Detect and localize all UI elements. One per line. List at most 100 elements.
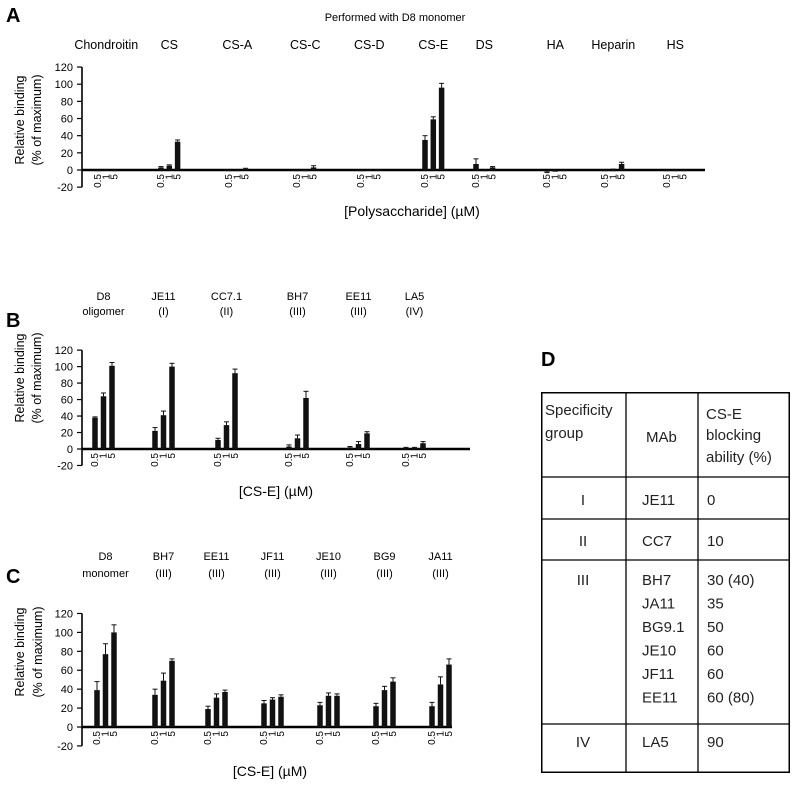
group-label: HA (547, 38, 565, 52)
x-tick-label: 1 (670, 174, 681, 180)
bar (100, 396, 107, 449)
group-sublabel: (III) (350, 306, 367, 318)
group-label: Chondroitin (74, 38, 138, 52)
y-tick-label: 120 (55, 62, 73, 74)
group-label: LA5 (405, 291, 425, 303)
group-label: JF11 (261, 551, 285, 563)
bar (680, 170, 687, 172)
y-tick-label: 20 (61, 148, 73, 160)
group-label: CS-E (418, 38, 448, 52)
x-tick-label: 0.5 (345, 453, 356, 467)
x-tick-label: 1 (159, 453, 170, 459)
x-tick-label: 1 (99, 453, 110, 459)
y-axis-label-line1: Relative binding (13, 333, 27, 422)
x-tick-label: 5 (309, 174, 320, 180)
x-tick-label: 5 (617, 174, 628, 180)
x-tick-label: 1 (232, 174, 243, 180)
y-tick-label: 80 (61, 96, 73, 108)
group-sublabel: (III) (208, 568, 225, 580)
bar (269, 699, 276, 727)
bar (294, 438, 301, 449)
y-tick-label: 40 (61, 684, 73, 696)
y-tick-label: 60 (61, 114, 73, 126)
table-mab-cell: LA5 (642, 734, 669, 751)
bar (381, 690, 388, 727)
x-tick-label: 5 (167, 453, 178, 459)
x-tick-label: 1 (268, 731, 279, 737)
y-tick-label: 0 (67, 165, 73, 177)
bar (602, 170, 608, 172)
x-tick-label: 0.5 (213, 453, 224, 467)
y-tick-label: 20 (61, 428, 73, 440)
bar (215, 439, 221, 449)
group-label: CS (161, 38, 178, 52)
bar (552, 170, 559, 172)
bar (223, 425, 230, 449)
bar (152, 430, 158, 449)
x-axis-label: [CS-E] (µM) (233, 763, 307, 779)
x-tick-label: 5 (488, 174, 499, 180)
group-sublabel: monomer (82, 568, 129, 580)
group-sublabel: (III) (376, 568, 393, 580)
x-tick-label: 5 (388, 731, 399, 737)
x-axis-label: [Polysaccharide] (µM) (344, 203, 480, 219)
group-label: Heparin (591, 38, 635, 52)
table-border (541, 392, 790, 773)
bar (205, 709, 211, 727)
panel-letter-d: D (541, 349, 555, 371)
x-tick-label: 1 (101, 174, 112, 180)
bar (618, 163, 625, 170)
group-label: JE11 (151, 291, 175, 303)
group-sublabel: (III) (264, 568, 281, 580)
y-tick-label: 60 (61, 665, 73, 677)
y-tick-label: -20 (57, 741, 73, 753)
x-axis-label: [CS-E] (µM) (239, 483, 313, 499)
x-tick-label: 0.5 (259, 731, 270, 745)
table-header: MAb (646, 429, 677, 446)
x-tick-label: 5 (444, 731, 455, 737)
bar (103, 169, 110, 171)
group-sublabel: (III) (155, 568, 172, 580)
panel-letter-c: C (6, 566, 20, 588)
x-tick-label: 0.5 (471, 174, 482, 188)
bar (169, 660, 175, 727)
x-tick-label: 1 (324, 731, 335, 737)
x-tick-label: 5 (276, 731, 287, 737)
bar (317, 705, 323, 727)
chart-title: Performed with D8 monomer (325, 12, 466, 24)
table-group-cell: IV (576, 734, 590, 751)
y-axis-label-line2: (% of maximum) (30, 333, 44, 424)
table-header: group (545, 425, 583, 442)
table-mab-cell: JF11 (642, 666, 674, 683)
table-group-cell: II (579, 533, 587, 550)
x-tick-label: 5 (109, 731, 120, 737)
bar (364, 433, 370, 449)
x-tick-label: 5 (220, 731, 231, 737)
group-label: EE11 (203, 551, 229, 563)
x-tick-label: 1 (550, 174, 561, 180)
table-mab-cell: BG9.1 (642, 619, 685, 636)
x-tick-label: 1 (293, 453, 304, 459)
table-value-cell: 10 (707, 533, 724, 550)
bar (102, 654, 109, 727)
y-tick-label: 100 (55, 79, 73, 91)
table-group-cell: I (581, 492, 585, 509)
bar (422, 139, 428, 170)
table-value-cell: 50 (707, 619, 724, 636)
bar (242, 169, 249, 171)
x-tick-label: 5 (301, 453, 312, 459)
x-tick-label: 1 (159, 731, 170, 737)
group-label: CC7.1 (211, 291, 242, 303)
bar (213, 697, 220, 727)
x-tick-label: 0.5 (203, 731, 214, 745)
x-tick-label: 5 (332, 731, 343, 737)
x-tick-label: 5 (230, 453, 241, 459)
bar (664, 170, 670, 172)
bar (174, 141, 181, 170)
x-tick-label: 1 (101, 731, 112, 737)
chart-panel-a: Performed with D8 monomer -20 0 20 40 60 80 100… (13, 12, 705, 219)
x-tick-label: 5 (418, 453, 429, 459)
bar (358, 170, 364, 172)
group-sublabel: (III) (289, 306, 306, 318)
bar (226, 170, 232, 172)
